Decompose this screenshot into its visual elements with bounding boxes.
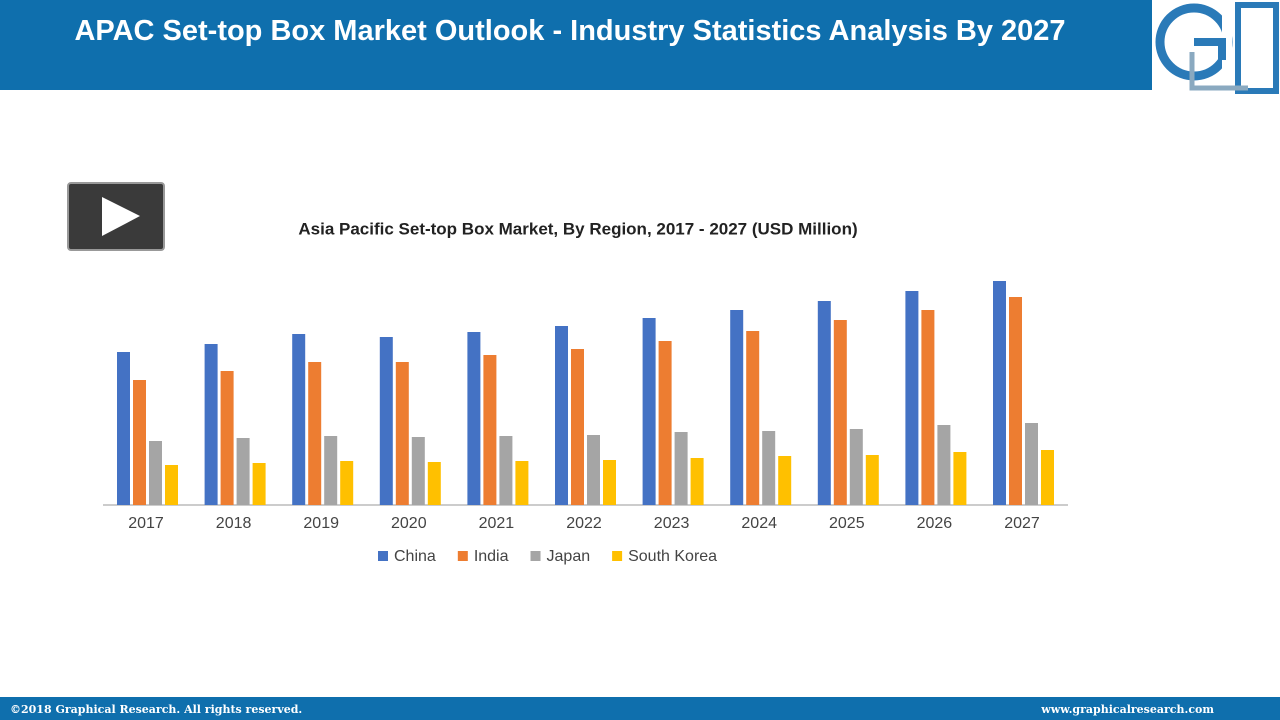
header: APAC Set-top Box Market Outlook - Indust…: [0, 0, 1152, 90]
legend-swatch: [378, 551, 388, 561]
bar: [817, 301, 831, 505]
slide-title: APAC Set-top Box Market Outlook - Indust…: [74, 15, 1066, 47]
x-tick-label: 2024: [741, 515, 777, 532]
bar: [905, 291, 919, 505]
bar: [292, 334, 306, 505]
bar: [603, 460, 616, 505]
bar: [953, 452, 967, 505]
x-tick-label: 2025: [829, 515, 865, 532]
play-button[interactable]: [67, 182, 165, 251]
bar: [236, 438, 250, 505]
bar: [340, 461, 354, 505]
bar: [427, 462, 441, 505]
bar: [642, 318, 656, 505]
bar: [1041, 450, 1054, 505]
bar: [690, 458, 704, 505]
bar: [746, 331, 760, 505]
bar: [571, 349, 584, 505]
bar: [515, 461, 529, 505]
bar: [499, 436, 513, 505]
bar: [921, 310, 935, 505]
bar: [165, 465, 178, 505]
bar: [762, 431, 776, 505]
logo: [1152, 0, 1280, 94]
chart: Asia Pacific Set-top Box Market, By Regi…: [67, 182, 1068, 565]
bar: [865, 455, 879, 505]
bar: [937, 425, 951, 505]
bar: [204, 344, 218, 505]
bar: [411, 437, 425, 505]
x-tick-label: 2022: [566, 515, 602, 532]
legend-swatch: [530, 551, 541, 561]
bar: [149, 441, 162, 505]
bar: [379, 337, 393, 505]
x-tick-label: 2018: [216, 515, 252, 532]
bar: [778, 456, 792, 505]
legend-swatch: [612, 551, 623, 561]
bar: [849, 429, 863, 505]
footer: ©2018 Graphical Research. All rights res…: [0, 697, 1280, 720]
bar: [467, 332, 481, 505]
bar: [993, 281, 1006, 505]
legend-label: China: [394, 548, 436, 565]
x-tick-label: 2026: [917, 515, 953, 532]
x-tick-label: 2019: [303, 515, 339, 532]
x-tick-label: 2017: [128, 515, 164, 532]
x-tick-label: 2020: [391, 515, 427, 532]
bar: [252, 463, 266, 505]
bar: [117, 352, 130, 505]
bar: [587, 435, 600, 505]
x-tick-label: 2023: [654, 515, 690, 532]
legend-label: India: [474, 548, 509, 565]
bar: [1025, 423, 1038, 505]
bar: [674, 432, 688, 505]
bar: [133, 380, 146, 505]
legend-label: Japan: [547, 548, 591, 565]
x-tick-label: 2021: [479, 515, 515, 532]
website[interactable]: www.graphicalresearch.com: [1041, 703, 1214, 716]
chart-title: Asia Pacific Set-top Box Market, By Regi…: [298, 219, 857, 238]
bar: [730, 310, 744, 505]
bar: [324, 436, 338, 505]
x-tick-label: 2027: [1004, 515, 1040, 532]
bar: [1009, 297, 1022, 505]
bar: [658, 341, 672, 505]
bar: [220, 371, 234, 505]
bar: [308, 362, 322, 505]
bar: [395, 362, 409, 505]
copyright: ©2018 Graphical Research. All rights res…: [10, 703, 303, 716]
bar: [483, 355, 497, 505]
legend-label: South Korea: [628, 548, 717, 565]
legend-swatch: [457, 551, 468, 561]
bar: [833, 320, 847, 505]
bar: [555, 326, 568, 505]
